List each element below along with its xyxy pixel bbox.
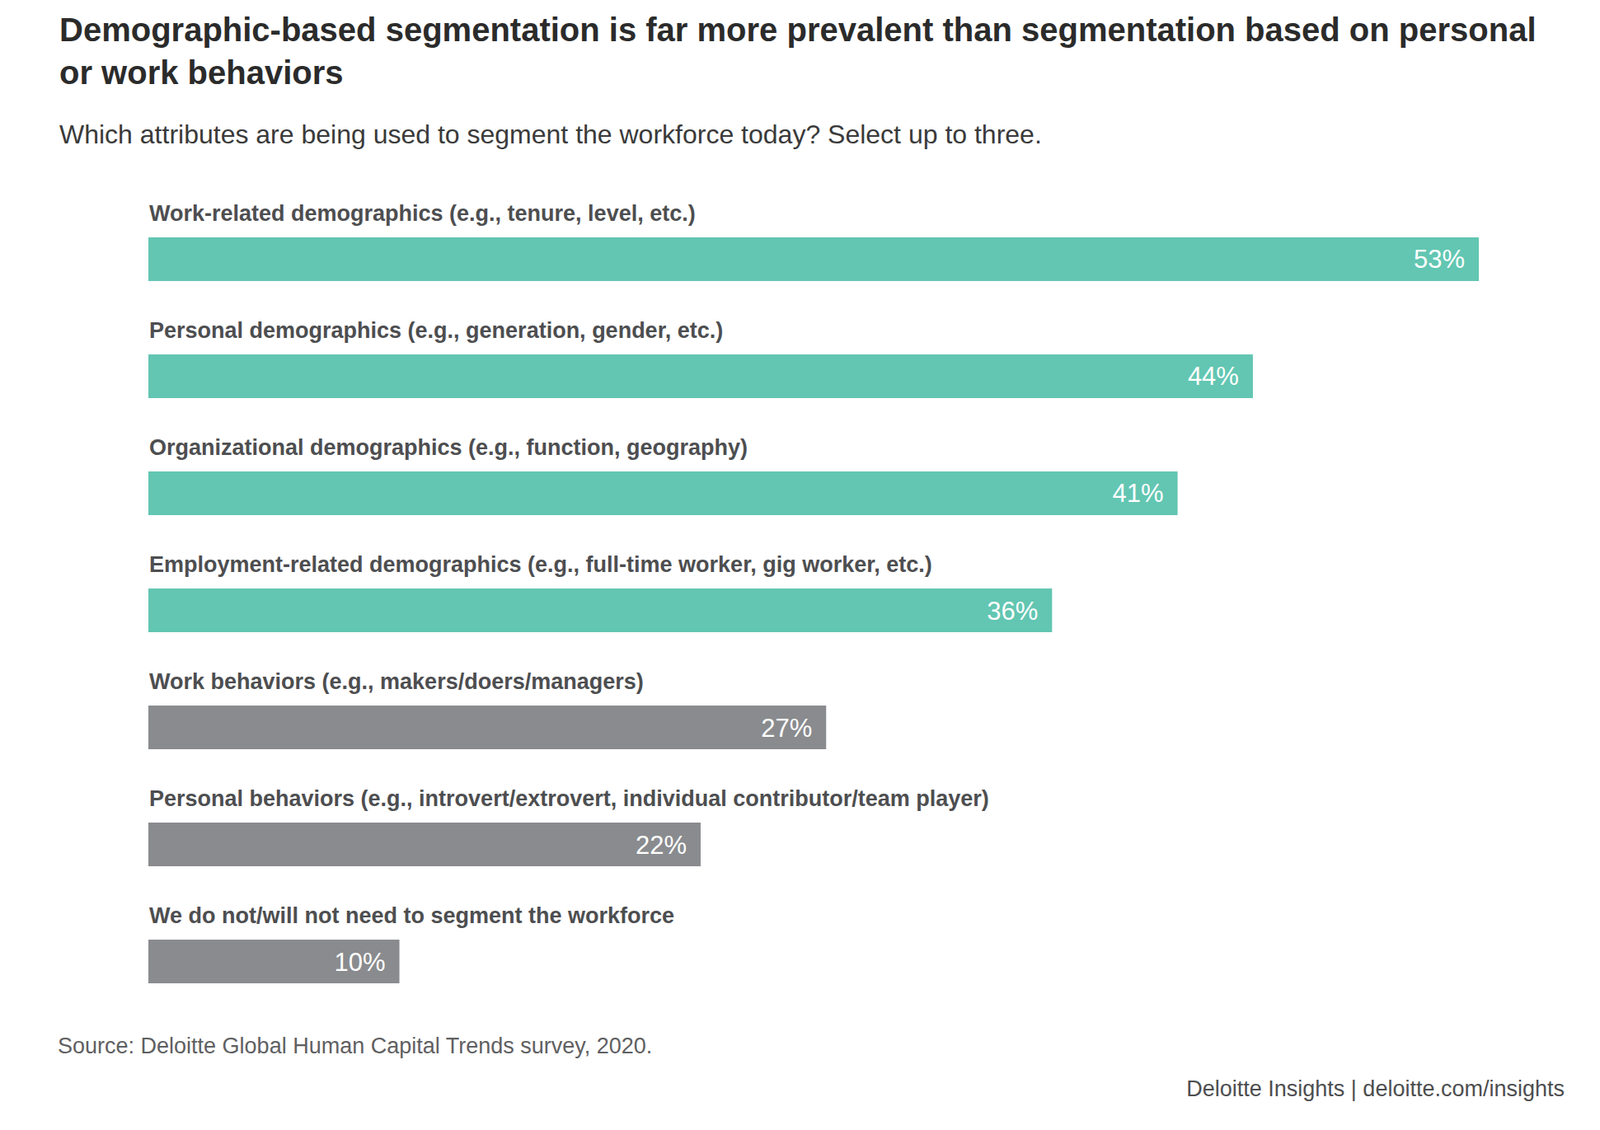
category-label: Work-related demographics (e.g., tenure,… <box>149 201 696 226</box>
bar <box>148 588 1052 633</box>
category-label: Personal demographics (e.g., generation,… <box>149 318 723 343</box>
bar <box>148 705 826 750</box>
category-label: Employment-related demographics (e.g., f… <box>149 552 933 578</box>
data-label: 44% <box>1187 361 1239 391</box>
category-label: We do not/will not need to segment the w… <box>149 903 675 929</box>
bar <box>148 939 400 984</box>
title: Demographic-based segmentation is far mo… <box>59 11 1537 91</box>
data-label: 22% <box>635 830 687 860</box>
data-label: 41% <box>1112 478 1164 508</box>
bar <box>148 822 701 867</box>
chart: Demographic-based segmentation is far mo… <box>0 0 1600 1130</box>
bars <box>148 237 1479 984</box>
category-label: Organizational demographics (e.g., funct… <box>149 435 748 460</box>
category-label: Personal behaviors (e.g., introvert/extr… <box>149 786 990 812</box>
data-labels: 53% 44% 41% 36% 27% 22% 10% <box>333 244 1465 976</box>
category-labels: Work-related demographics (e.g., tenure,… <box>149 201 990 929</box>
bar <box>148 354 1253 399</box>
source: Source: Deloitte Global Human Capital Tr… <box>57 1033 653 1059</box>
data-label: 10% <box>333 947 385 977</box>
data-label: 27% <box>760 713 812 743</box>
data-label: 53% <box>1413 244 1465 274</box>
bar <box>148 237 1479 282</box>
subtitle: Which attributes are being used to segme… <box>59 119 1042 150</box>
credit: Deloitte Insights | deloitte.com/insight… <box>1186 1076 1565 1102</box>
category-label: Work behaviors (e.g., makers/doers/manag… <box>149 669 644 695</box>
bar <box>148 471 1178 516</box>
data-label: 36% <box>986 596 1038 626</box>
